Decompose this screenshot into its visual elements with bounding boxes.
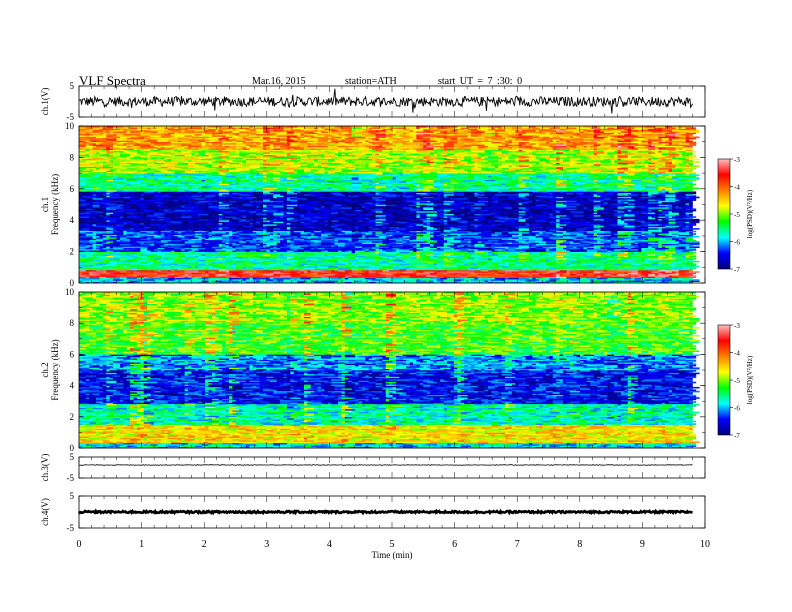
colorbar-tick-label: -7 <box>734 432 740 440</box>
colorbar-tick-label: -7 <box>734 266 740 274</box>
x-tick-label: 6 <box>452 539 457 550</box>
x-tick-label: 10 <box>700 539 710 550</box>
x-tick-label: 9 <box>640 539 645 550</box>
x-tick-label: 1 <box>139 539 144 550</box>
x-tick-label: 2 <box>202 539 207 550</box>
colorbar-tick-label: -4 <box>734 184 740 192</box>
y-tick-label: 6 <box>70 349 75 359</box>
vlf-spectra-figure: ch.1(V)5-5-3-4-5-6-7log(PSD)(V²/Hz)ch.1 F… <box>0 0 792 612</box>
colorbar-tick-label: -4 <box>734 350 740 358</box>
waveform-axis-label: ch.4(V) <box>40 498 50 526</box>
y-tick-label: 4 <box>70 381 75 391</box>
y-tick-label: 2 <box>70 412 75 422</box>
y-tick-label: 4 <box>70 215 75 225</box>
y-tick-label: 8 <box>70 318 75 328</box>
y-tick-label: 2 <box>70 247 75 257</box>
colorbar-tick-label: -5 <box>734 211 740 219</box>
x-tick-label: 8 <box>577 539 582 550</box>
colorbar-ch1 <box>718 159 730 269</box>
x-tick-label: 3 <box>264 539 269 550</box>
y-tick-label: 5 <box>70 491 75 501</box>
x-tick-label: 0 <box>77 539 82 550</box>
colorbar-tick-label: -3 <box>734 322 740 330</box>
colorbar-label: log(PSD)(V²/Hz) <box>746 355 754 404</box>
x-tick-label: 5 <box>390 539 395 550</box>
x-tick-label: 4 <box>327 539 332 550</box>
waveform-line <box>79 511 693 513</box>
colorbar-tick-label: -5 <box>734 377 740 385</box>
y-tick-label: 6 <box>70 184 75 194</box>
y-tick-label: -5 <box>67 523 75 533</box>
x-tick-label: 7 <box>515 539 520 550</box>
frequency-axis-label: Frequency (kHz) <box>50 339 60 400</box>
colorbar-label: log(PSD)(V²/Hz) <box>746 189 754 238</box>
colorbar-tick-label: -3 <box>734 156 740 164</box>
x-axis-label: Time (min) <box>372 550 413 560</box>
colorbar-tick-label: -6 <box>734 239 740 247</box>
channel-label: ch.2 <box>40 362 50 377</box>
y-tick-label: 5 <box>70 81 75 91</box>
frequency-axis-label: Frequency (kHz) <box>50 174 60 235</box>
waveform-axis-label: ch.3(V) <box>40 454 50 482</box>
channel-label: ch.1 <box>40 197 50 212</box>
y-tick-label: 10 <box>65 121 75 131</box>
waveform-line <box>79 89 693 114</box>
colorbar-tick-label: -6 <box>734 405 740 413</box>
waveform-line <box>79 465 693 466</box>
colorbar-ch2 <box>718 325 730 435</box>
y-tick-label: 10 <box>65 287 75 297</box>
y-tick-label: 5 <box>70 452 75 462</box>
waveform-axis-label: ch.1(V) <box>40 88 50 116</box>
y-tick-label: -5 <box>67 473 75 483</box>
y-tick-label: 8 <box>70 152 75 162</box>
